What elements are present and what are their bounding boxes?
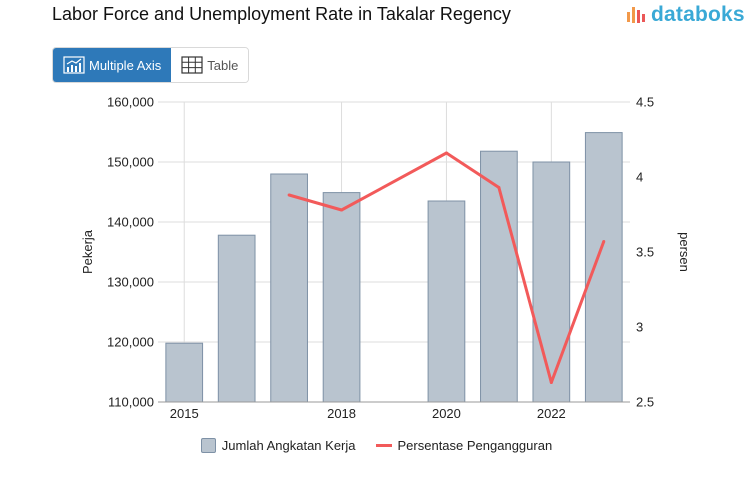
y-tick-label-left: 140,000: [107, 215, 154, 230]
line-point-2021: [497, 186, 501, 189]
y-tick-label-right: 4.5: [636, 95, 654, 110]
line-point-2023: [602, 240, 606, 243]
view-tabs: Multiple Axis Table: [52, 47, 250, 83]
bar-2017: [270, 173, 308, 403]
y-tick-label-right: 4: [636, 170, 643, 185]
databoks-logo-icon: [627, 7, 645, 23]
bar-2018: [322, 192, 361, 403]
x-tick-label: 2020: [432, 406, 461, 421]
chart-legend: Jumlah Angkatan Kerja Persentase Pengang…: [0, 438, 753, 453]
tab-table-label: Table: [207, 57, 239, 73]
tab-table[interactable]: Table: [171, 48, 249, 82]
y-tick-label-right: 3: [636, 320, 643, 335]
legend-label-bars: Jumlah Angkatan Kerja: [221, 438, 356, 453]
y-axis-title-right: persen: [677, 232, 692, 272]
legend-bar-swatch: [200, 438, 216, 453]
x-tick-label: 2018: [327, 406, 356, 421]
line-series-unemployment: [288, 151, 606, 384]
y-tick-label-right: 2.5: [636, 395, 654, 410]
line-point-2017: [287, 193, 291, 197]
y-tick-label-left: 160,000: [107, 95, 154, 110]
legend-item-line[interactable]: Persentase Pengangguran: [375, 438, 553, 453]
bar-2022: [532, 161, 571, 403]
line-point-2020: [444, 151, 448, 155]
legend-label-line: Persentase Pengangguran: [397, 438, 553, 453]
bar-2015: [165, 342, 204, 403]
x-tick-label: 2015: [170, 406, 199, 421]
y-axis-title-left: Pekerja: [80, 229, 95, 274]
y-tick-label-left: 130,000: [107, 275, 154, 290]
y-tick-label-left: 120,000: [107, 335, 154, 350]
legend-line-swatch: [375, 444, 392, 447]
brand-logo[interactable]: databoks: [626, 2, 745, 28]
bar-2020: [427, 200, 466, 403]
tab-multiple-axis-label: Multiple Axis: [89, 57, 162, 73]
bar-2023: [584, 132, 623, 403]
y-tick-label-right: 3.5: [636, 245, 654, 260]
line-point-2022: [549, 381, 553, 384]
line-point-2018: [340, 208, 344, 212]
table-icon: [181, 56, 203, 74]
x-tick-label: 2022: [537, 406, 566, 421]
multi-axis-chart-icon: [63, 56, 85, 74]
y-tick-label-left: 110,000: [108, 395, 154, 410]
bar-2016: [217, 234, 256, 403]
tab-multiple-axis[interactable]: Multiple Axis: [53, 48, 172, 82]
y-tick-label-left: 150,000: [107, 155, 154, 170]
brand-name: databoks: [651, 3, 745, 26]
chart-title: Labor Force and Unemployment Rate in Tak…: [52, 4, 511, 24]
legend-item-bars[interactable]: Jumlah Angkatan Kerja: [200, 438, 356, 453]
